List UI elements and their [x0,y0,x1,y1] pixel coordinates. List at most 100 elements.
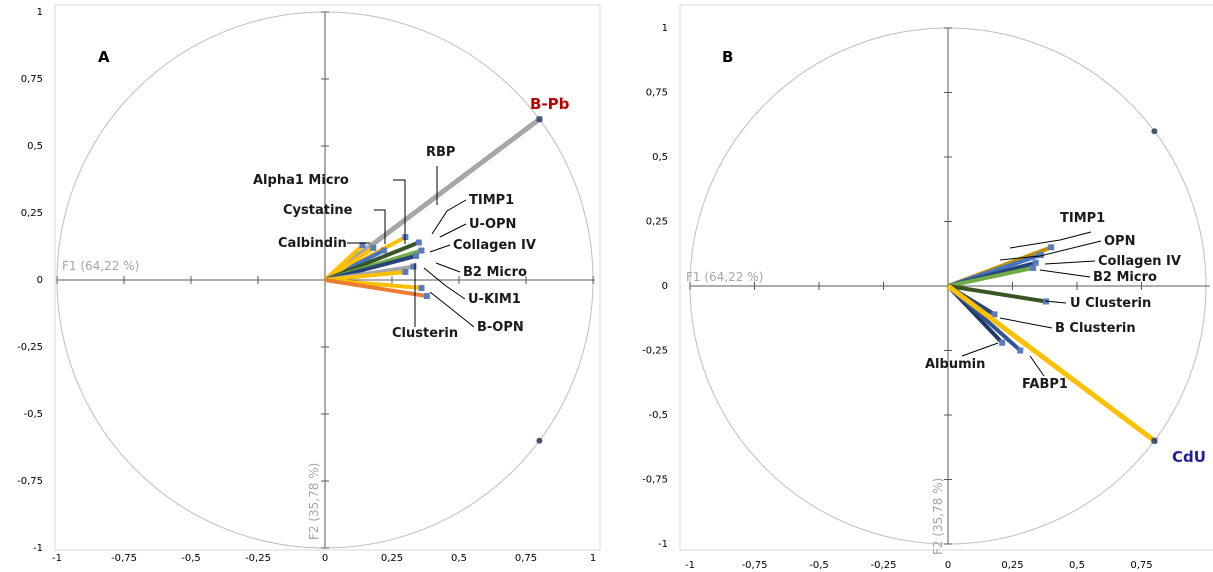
vector-endpoint [999,339,1006,346]
leader-line [439,223,467,238]
vector-endpoint [415,239,422,246]
vector-label: Collagen IV [1098,254,1181,269]
vector-endpoint [1030,264,1037,271]
data-point [536,437,543,444]
leader-line [1009,231,1092,249]
vector-endpoint [1048,244,1055,251]
vector-b-opn [324,278,428,299]
x-axis-title: F1 (64,22 %) [62,259,139,273]
x-tick-label: 1 [590,553,596,564]
leader-line [1044,300,1067,304]
vector-endpoint [380,247,387,254]
vector-endpoint [423,293,430,300]
vector-endpoint [359,242,366,249]
y-tick-label: -1 [33,543,43,554]
leader-line [423,267,466,300]
vector-endpoint [991,311,998,318]
x-tick-label: -0,25 [245,553,271,564]
vector-endpoint [1032,259,1039,266]
vector-endpoint [370,244,377,251]
leader-line [393,179,406,244]
panel-letter: A [98,48,110,66]
vector-label: OPN [1104,234,1135,249]
leader-line [374,209,386,244]
leader-line [429,291,475,328]
vector-label: TIMP1 [1060,211,1105,226]
vector-label: Alpha1 Micro [253,173,349,188]
y-tick-label: -0,5 [23,409,43,420]
y-tick-label: 0,75 [21,74,43,85]
x-tick-label: 0 [945,560,951,571]
y-tick-label: -1 [658,539,668,550]
data-point [536,116,543,123]
leader-line [431,199,467,235]
y-tick-label: -0,75 [17,476,43,487]
y-tick-label: 0,5 [27,141,43,152]
x-tick-label: -1 [685,560,695,571]
x-tick-label: 0,5 [451,553,467,564]
vector-label: B2 Micro [463,265,527,280]
x-tick-label: 0,75 [515,553,537,564]
leader-line [961,342,999,357]
leader-line [435,262,461,273]
y-axis-title: F2 (35,78 %) [307,463,321,540]
vector-u-clusterin [947,284,1047,304]
leader-line [1029,355,1045,377]
vector-label: B-Pb [530,95,570,113]
x-tick-label: 0,25 [1001,560,1023,571]
plot-frame [679,4,1213,551]
y-tick-label: 0 [662,281,668,292]
x-tick-label: 0 [322,553,328,564]
y-tick-label: 1 [662,23,668,34]
leader-line [1044,260,1096,265]
x-axis-title: F1 (64,22 %) [686,270,763,284]
x-tick-label: -0,5 [181,553,201,564]
y-tick-label: 0,25 [21,208,43,219]
x-tick-label: -0,75 [742,560,768,571]
data-point [1151,128,1158,135]
leader-line [999,240,1102,261]
x-tick-label: -0,25 [871,560,897,571]
vector-label: B2 Micro [1093,270,1157,285]
vector-endpoint [402,268,409,275]
x-tick-label: 0,5 [1069,560,1085,571]
vector-label: RBP [426,145,455,160]
vector-label: Cystatine [283,203,353,218]
x-tick-label: 0,25 [381,553,403,564]
x-tick-label: -1 [52,553,62,564]
x-tick-label: -0,5 [809,560,829,571]
vector-label: CdU [1172,448,1206,466]
leader-line [999,317,1053,329]
vector-label: U-KIM1 [468,292,521,307]
vector-endpoint [410,263,417,270]
vector-label: Calbindin [278,236,347,251]
y-tick-label: 0 [37,275,43,286]
panel-b: -1 -0,75 -0,5 -0,25 0 0,25 0,5 0,75 1 0,75 0,5 0,25… [642,4,1213,571]
vector-b-pb [323,117,541,283]
vector-label: B-OPN [477,320,524,335]
vector-endpoint [1037,252,1044,259]
vector-endpoint [413,252,420,259]
data-point [1151,437,1158,444]
y-tick-label: 0,5 [652,152,668,163]
vector-calbindin [323,243,364,282]
vector-cdu [946,283,1156,443]
leader-line [1039,269,1091,278]
x-tick-label: 0,75 [1130,560,1152,571]
vector-label: Clusterin [392,326,458,341]
plot-frame [54,4,601,551]
vector-endpoint [1017,347,1024,354]
vector-label: TIMP1 [469,193,514,208]
y-tick-label: 0,75 [646,88,668,99]
vector-b2-micro [947,265,1034,288]
y-tick-label: -0,25 [17,342,43,353]
vector-label: U Clusterin [1070,296,1151,311]
vector-label: U-OPN [469,217,516,232]
leader-line [429,244,451,253]
y-axis-title: F2 (35,78 %) [931,478,945,555]
y-tick-label: 0,25 [646,217,668,228]
panel-a: -1 -0,75 -0,5 -0,25 0 0,25 0,5 0,75 1 1 0,75 0,5 0,2… [17,4,601,564]
x-tick-label: -0,75 [111,553,137,564]
vector-label: Collagen IV [453,238,536,253]
